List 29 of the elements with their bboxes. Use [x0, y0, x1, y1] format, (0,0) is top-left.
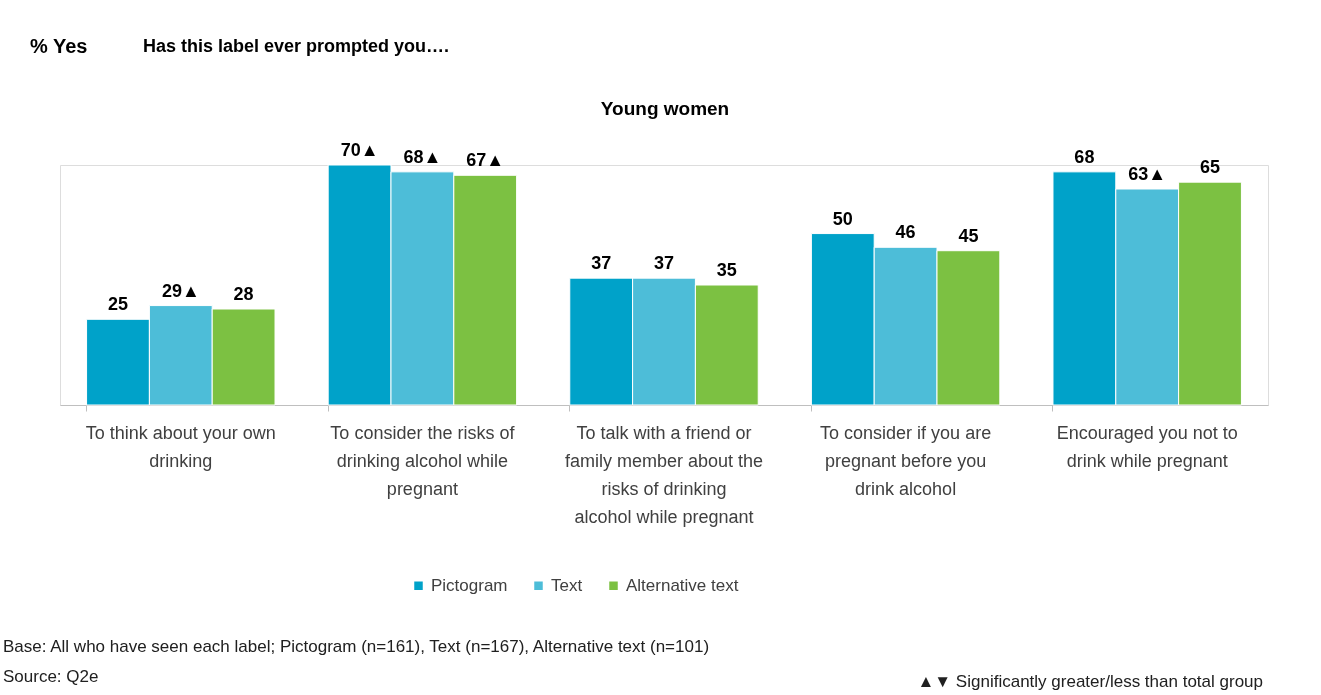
chart-title: Has this label ever prompted you….: [143, 36, 450, 56]
x-tick-label: To talk with a friend or family member about the risks of drinking alcohol while pregnant: [564, 423, 764, 527]
data-label: 50: [832, 208, 853, 229]
legend-label: Alternative text: [626, 575, 739, 595]
source-note: Source: Q2e: [3, 667, 99, 686]
data-label: 63▲: [1128, 164, 1167, 184]
data-label: 25: [107, 294, 128, 315]
data-label: 70▲: [340, 140, 379, 160]
text: % Yes: [30, 35, 88, 57]
text: ▲▼ Significantly greater/less than total group: [917, 672, 1263, 691]
data-label: 45: [958, 225, 979, 246]
data-label: 37: [591, 253, 612, 274]
legend-label: Pictogram: [431, 575, 508, 595]
legend-label: Text: [551, 575, 583, 595]
data-label: 68▲: [403, 146, 442, 167]
x-tick-label: To consider if you are pregnant before you drink alcohol: [820, 423, 992, 499]
x-tick-label: Encouraged you not to drink while pregnant: [1056, 423, 1238, 471]
data-label: 37: [653, 253, 675, 274]
chart-subtitle: Young women: [600, 98, 730, 119]
data-label: 65: [1200, 157, 1221, 178]
data-label: 46: [895, 222, 916, 243]
data-label: 67▲: [466, 150, 505, 171]
data-label: 29▲: [161, 280, 200, 301]
x-tick-label: To think about your own drinking: [85, 423, 276, 471]
data-label: 28: [233, 284, 254, 304]
data-label: 35: [716, 260, 737, 280]
x-tick-label: To consider the risks of drinking alcohol while pregnant: [330, 423, 516, 499]
text: Base: All who have seen each label; Pictogram (n=161), Text (n=167), Alternative text (n=101): [3, 637, 710, 656]
data-label: 68: [1074, 146, 1095, 167]
